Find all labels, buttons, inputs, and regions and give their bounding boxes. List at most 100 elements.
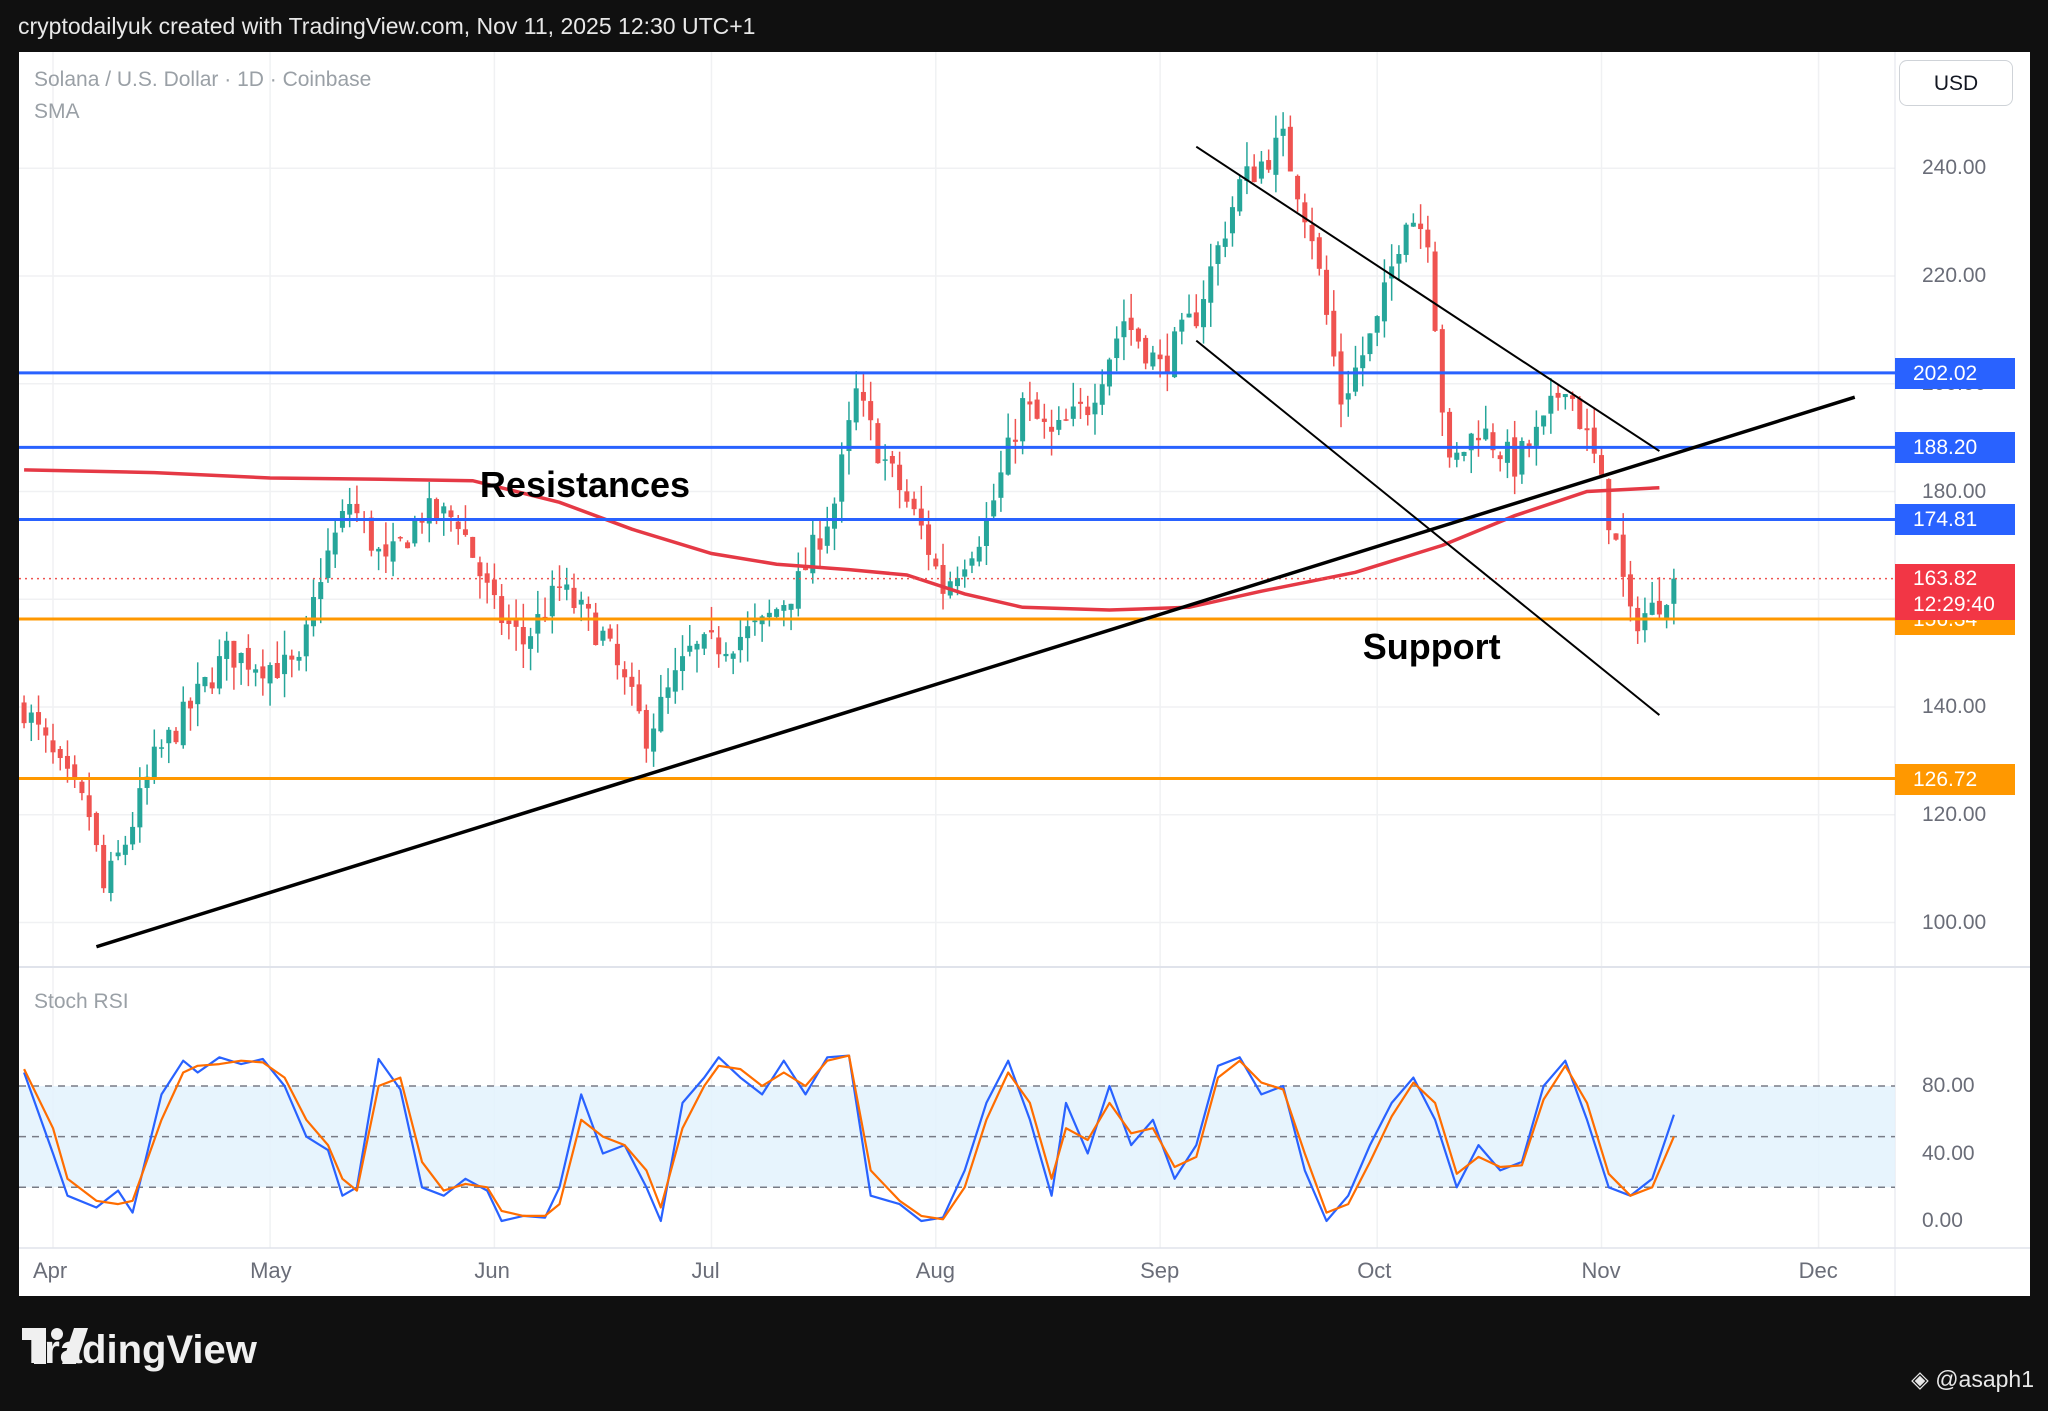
candle-body [260, 666, 266, 679]
candle-body [93, 812, 99, 846]
resistance-level-tag: 188.20 [1895, 432, 2015, 464]
candle-body [1671, 578, 1677, 604]
tradingview-brand[interactable]: TradingView [22, 1328, 257, 1373]
candle-body [1555, 392, 1561, 398]
last-price-value: 163.82 [1913, 566, 1978, 590]
stoch-tick-label: 80.00 [1922, 1074, 1975, 1097]
candle-body [303, 624, 309, 657]
chart-panel: Solana / U.S. Dollar · 1D · Coinbase SMA… [19, 52, 2030, 1296]
candle-body [1526, 443, 1532, 448]
candle-body [216, 656, 222, 689]
candle-body [1461, 451, 1467, 456]
month-tick-label: Nov [1581, 1258, 1621, 1283]
trendline [1195, 339, 1661, 716]
candle-body [1381, 282, 1387, 322]
candle-body [209, 682, 215, 689]
candle-body [1432, 251, 1438, 331]
candle-body [1345, 393, 1351, 400]
candle-body [282, 654, 288, 675]
candle-body [614, 643, 620, 666]
sma-legend[interactable]: SMA [34, 100, 80, 123]
candle-body [1172, 331, 1178, 378]
candle-body [745, 626, 751, 639]
candle-body [918, 508, 924, 526]
candle-body [383, 544, 389, 557]
candle-body [122, 844, 128, 855]
candle-body [1512, 437, 1518, 477]
candle-body [202, 677, 208, 687]
candle-body [1309, 225, 1315, 242]
price-tick-label: 240.00 [1922, 156, 1987, 180]
currency-button[interactable]: USD [1899, 60, 2013, 106]
candle-body [795, 571, 801, 609]
candle-body [571, 587, 577, 609]
binance-icon: ◈ [1911, 1366, 1929, 1392]
candle-body [1425, 229, 1431, 248]
candle-body [50, 740, 56, 753]
candle-body [1295, 175, 1301, 200]
annotation-support: Support [1362, 625, 1501, 667]
candle-body [1627, 574, 1633, 607]
candle-body [687, 645, 693, 652]
candle-body [289, 655, 295, 660]
candle-body [130, 826, 136, 845]
candle-body [1034, 399, 1040, 419]
bar-countdown: 12:29:40 [1913, 592, 1995, 616]
sma-line [24, 468, 1660, 612]
candle-body [296, 656, 302, 661]
candle-body [788, 603, 794, 610]
candle-body [774, 609, 780, 617]
candle-body [1070, 406, 1076, 419]
candle-body [1497, 455, 1503, 460]
candle-body [651, 728, 657, 752]
candle-body [1606, 479, 1612, 531]
symbol-legend[interactable]: Solana / U.S. Dollar · 1D · Coinbase [34, 68, 372, 91]
candle-body [1533, 426, 1539, 446]
month-tick-label: Oct [1357, 1258, 1392, 1283]
candle-body [1541, 415, 1547, 427]
candle-body [803, 566, 809, 571]
candle-body [528, 636, 534, 649]
candle-body [955, 578, 960, 587]
candle-body [983, 520, 989, 546]
tradingview-logo-icon [22, 1328, 88, 1364]
candle-body [737, 636, 743, 651]
month-tick-label: Dec [1798, 1258, 1838, 1283]
candle-body [723, 653, 729, 657]
trendline [1195, 145, 1660, 452]
candle-body [1504, 441, 1510, 463]
candle-body [1316, 237, 1322, 269]
candle-body [1135, 328, 1141, 342]
candle-body [397, 537, 403, 539]
candle-body [1403, 224, 1409, 255]
candle-body [1439, 329, 1445, 413]
candle-body [455, 521, 461, 530]
candle-body [933, 558, 939, 567]
candle-body [708, 630, 714, 633]
author-credit: ◈ @asaph1 [1911, 1366, 2034, 1393]
candle-body [1483, 428, 1489, 440]
candle-body [101, 844, 107, 889]
month-tick-label: Sep [1140, 1258, 1180, 1283]
candle-body [622, 669, 628, 678]
stoch-rsi-legend[interactable]: Stoch RSI [34, 990, 129, 1013]
credit-handle: @asaph1 [1935, 1366, 2034, 1392]
candle-body [564, 584, 570, 590]
candle-body [79, 781, 85, 794]
last-price-tag: 163.82 12:29:40 [1895, 563, 2015, 620]
candle-body [1085, 406, 1091, 416]
candle-body [390, 541, 396, 562]
candle-body [817, 538, 823, 550]
candle-body [824, 526, 830, 546]
candle-body [1475, 437, 1481, 441]
candle-body [752, 620, 758, 623]
candle-body [1215, 245, 1221, 264]
candle-body [57, 749, 63, 758]
candle-body [672, 670, 678, 692]
candle-body [831, 503, 837, 529]
candle-body [1418, 223, 1424, 230]
candle-body [716, 637, 722, 655]
candle-body [159, 747, 165, 749]
candle-body [889, 455, 895, 464]
candle-body [137, 788, 143, 828]
